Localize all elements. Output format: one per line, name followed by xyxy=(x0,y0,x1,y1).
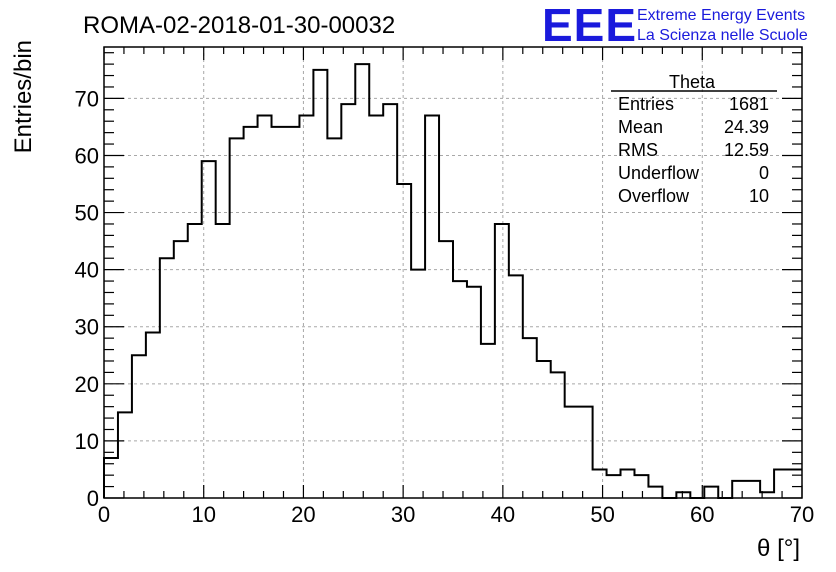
histogram-bin xyxy=(439,241,453,498)
chart-title: ROMA-02-2018-01-30-00032 xyxy=(83,12,395,39)
histogram-bin xyxy=(411,270,425,498)
y-tick-label: 0 xyxy=(87,486,99,511)
histogram-bin xyxy=(369,116,383,498)
x-tick-label: 40 xyxy=(491,502,515,527)
histogram-bin xyxy=(523,338,537,498)
y-tick-label: 70 xyxy=(75,86,99,111)
histogram-bin xyxy=(202,161,216,498)
y-axis-label: Entries/bin xyxy=(10,40,37,153)
histogram-bin xyxy=(607,475,621,498)
histogram-bin xyxy=(551,372,565,498)
x-tick-label: 0 xyxy=(98,502,110,527)
x-axis-label: θ [°] xyxy=(757,535,800,562)
logo-line-1: Extreme Energy Events xyxy=(637,7,805,24)
histogram-bin xyxy=(509,275,523,498)
x-tick-label: 30 xyxy=(391,502,415,527)
plot-frame xyxy=(103,46,803,499)
y-tick-label: 40 xyxy=(75,258,99,283)
histogram-bin xyxy=(648,487,662,498)
histogram-bin xyxy=(244,127,258,498)
histogram-bin xyxy=(313,70,327,498)
logo-line-2: La Scienza nelle Scuole xyxy=(637,27,808,44)
histogram-bin xyxy=(160,258,174,498)
x-tick-label: 50 xyxy=(590,502,614,527)
histogram-bin xyxy=(174,241,188,498)
histogram-bin xyxy=(788,469,802,498)
y-tick-label: 20 xyxy=(75,372,99,397)
histogram-bin xyxy=(146,332,160,498)
stats-label: Entries xyxy=(618,94,674,114)
histogram-bin xyxy=(230,138,244,498)
y-tick-label: 10 xyxy=(75,429,99,454)
stats-title: Theta xyxy=(669,72,716,92)
histogram-bin xyxy=(355,64,369,498)
histogram-bin xyxy=(285,127,299,498)
y-tick-label: 30 xyxy=(75,315,99,340)
stats-label: RMS xyxy=(618,140,658,160)
histogram-bin xyxy=(495,224,509,498)
histogram-bin xyxy=(216,224,230,498)
eee-logo: EEE Extreme Energy Events La Scienza nel… xyxy=(542,0,808,51)
histogram-bin xyxy=(188,224,202,498)
stats-value: 0 xyxy=(759,163,769,183)
histogram-bin xyxy=(327,138,341,498)
stats-value: 10 xyxy=(749,186,769,206)
histogram-bin xyxy=(425,116,439,498)
x-tick-label: 70 xyxy=(790,502,814,527)
tick-labels: 0 10 20 30 40 50 60 70 0 10 20 30 40 50 60 70 xyxy=(75,86,815,527)
stats-label: Mean xyxy=(618,117,663,137)
stats-box: Theta Entries 1681 Mean 24.39 RMS 12.59 Underf… xyxy=(611,72,777,206)
histogram-bin xyxy=(579,407,593,498)
histogram-bin xyxy=(453,281,467,498)
histogram-bin xyxy=(634,475,648,498)
histogram-bin xyxy=(341,104,355,498)
stats-value: 12.59 xyxy=(724,140,769,160)
histogram-bin xyxy=(774,469,788,498)
axis-ticks xyxy=(103,47,803,499)
histogram-bin xyxy=(593,469,607,498)
histogram-bin xyxy=(746,481,760,498)
histogram-bin xyxy=(676,492,690,498)
histogram-bin xyxy=(383,104,397,498)
histogram-bin xyxy=(118,412,132,498)
histogram-bin xyxy=(481,344,495,498)
histogram-bin xyxy=(397,184,411,498)
histogram-bin xyxy=(537,361,551,498)
histogram-bin xyxy=(467,287,481,498)
eee-logo-text: EEE xyxy=(542,0,637,51)
histogram-bin xyxy=(704,487,718,498)
histogram-bin xyxy=(565,407,579,498)
y-tick-label: 50 xyxy=(75,201,99,226)
histogram-bin xyxy=(299,116,313,498)
x-tick-label: 10 xyxy=(191,502,215,527)
histogram-bin xyxy=(132,355,146,498)
histogram-bin xyxy=(732,481,746,498)
stats-label: Overflow xyxy=(618,186,690,206)
x-tick-label: 60 xyxy=(690,502,714,527)
y-tick-label: 60 xyxy=(75,143,99,168)
histogram-bin xyxy=(272,127,286,498)
histogram-bin xyxy=(258,116,272,498)
stats-value: 1681 xyxy=(729,94,769,114)
x-tick-label: 20 xyxy=(291,502,315,527)
stats-value: 24.39 xyxy=(724,117,769,137)
histogram xyxy=(103,63,802,499)
stats-label: Underflow xyxy=(618,163,700,183)
